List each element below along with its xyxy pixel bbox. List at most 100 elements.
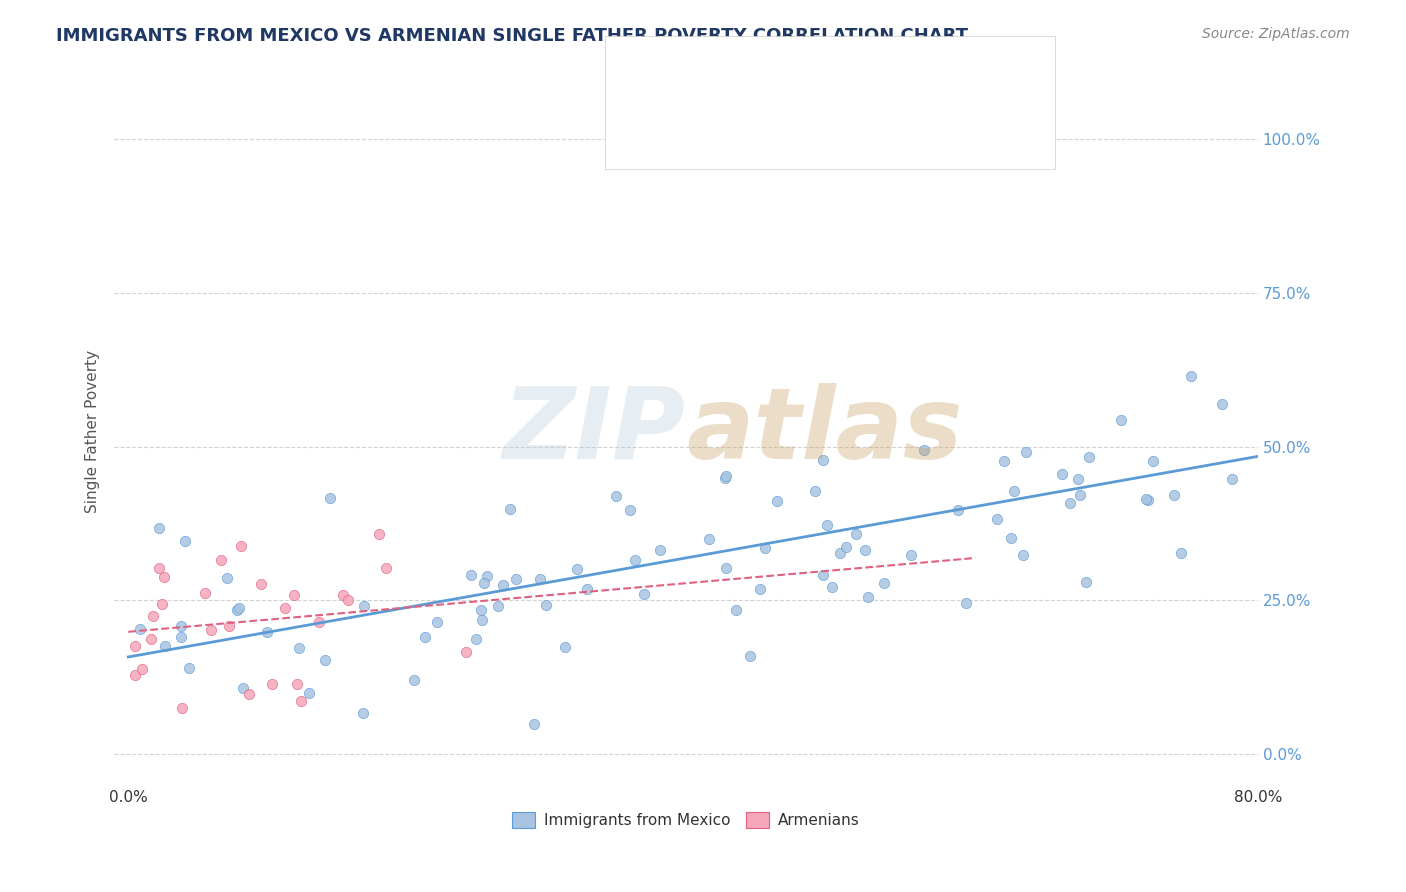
Point <box>413 631 436 645</box>
Point <box>724 603 747 617</box>
Point <box>131 662 153 676</box>
Point <box>472 576 495 591</box>
Point <box>946 503 969 517</box>
Point <box>229 539 252 553</box>
Point <box>426 615 449 629</box>
Point <box>1111 412 1133 426</box>
Point <box>148 561 170 575</box>
Point <box>288 640 311 655</box>
Point <box>873 576 896 591</box>
Point <box>256 625 278 640</box>
Point <box>353 599 375 614</box>
Point <box>1000 531 1022 545</box>
Point <box>633 587 655 601</box>
Point <box>465 632 488 647</box>
Text: atlas: atlas <box>686 383 963 480</box>
Point <box>142 608 165 623</box>
Point <box>845 527 868 541</box>
Point <box>716 561 738 575</box>
Point <box>821 580 844 594</box>
Point <box>402 673 425 687</box>
Point <box>486 599 509 613</box>
Point <box>238 688 260 702</box>
Point <box>169 630 191 644</box>
Point <box>337 593 360 607</box>
Point <box>456 645 478 659</box>
Point <box>319 491 342 505</box>
Point <box>228 601 250 615</box>
Point <box>352 706 374 720</box>
Point <box>1261 520 1284 534</box>
Point <box>124 667 146 681</box>
Point <box>835 540 858 554</box>
Point <box>748 582 770 596</box>
Point <box>714 468 737 483</box>
Point <box>623 553 645 567</box>
Point <box>170 619 193 633</box>
Point <box>912 442 935 457</box>
Point <box>298 686 321 700</box>
Point <box>124 640 146 654</box>
Point <box>215 571 238 585</box>
Point <box>218 619 240 633</box>
Legend: Immigrants from Mexico, Armenians: Immigrants from Mexico, Armenians <box>506 805 866 834</box>
Point <box>1015 445 1038 459</box>
Point <box>650 543 672 558</box>
Point <box>1059 496 1081 510</box>
Point <box>174 533 197 548</box>
Point <box>283 588 305 602</box>
Point <box>1163 488 1185 502</box>
Point <box>754 541 776 556</box>
Point <box>1135 492 1157 507</box>
Text: IMMIGRANTS FROM MEXICO VS ARMENIAN SINGLE FATHER POVERTY CORRELATION CHART: IMMIGRANTS FROM MEXICO VS ARMENIAN SINGL… <box>56 27 969 45</box>
Text: Source: ZipAtlas.com: Source: ZipAtlas.com <box>1202 27 1350 41</box>
Point <box>1069 488 1091 502</box>
Point <box>1211 397 1233 411</box>
Point <box>250 577 273 591</box>
Point <box>505 572 527 586</box>
Point <box>536 598 558 612</box>
Point <box>815 518 838 533</box>
Point <box>260 676 283 690</box>
Point <box>374 561 396 575</box>
Point <box>153 570 176 584</box>
Point <box>567 562 589 576</box>
Point <box>1136 493 1159 508</box>
Point <box>529 573 551 587</box>
Point <box>232 681 254 695</box>
Point <box>368 527 391 541</box>
Point <box>1012 548 1035 562</box>
Point <box>211 553 233 567</box>
Point <box>460 567 482 582</box>
Y-axis label: Single Father Poverty: Single Father Poverty <box>86 350 100 513</box>
Point <box>576 582 599 596</box>
Point <box>148 520 170 534</box>
Point <box>170 701 193 715</box>
Point <box>554 640 576 654</box>
Text: ZIP: ZIP <box>503 383 686 480</box>
Point <box>830 546 852 560</box>
Point <box>290 694 312 708</box>
Point <box>129 622 152 636</box>
Point <box>226 603 249 617</box>
Point <box>150 597 173 611</box>
Point <box>492 578 515 592</box>
Point <box>803 484 825 499</box>
Point <box>200 623 222 637</box>
Point <box>314 653 336 667</box>
Point <box>955 597 977 611</box>
Point <box>1050 467 1073 482</box>
Point <box>274 601 297 615</box>
Point <box>1180 368 1202 383</box>
Point <box>1077 450 1099 464</box>
Point <box>605 489 627 503</box>
Point <box>1067 472 1090 486</box>
Point <box>1002 483 1025 498</box>
Point <box>1289 132 1312 146</box>
Point <box>766 493 789 508</box>
Point <box>153 639 176 653</box>
Point <box>740 649 762 664</box>
Point <box>900 548 922 562</box>
Point <box>194 586 217 600</box>
Point <box>813 567 835 582</box>
